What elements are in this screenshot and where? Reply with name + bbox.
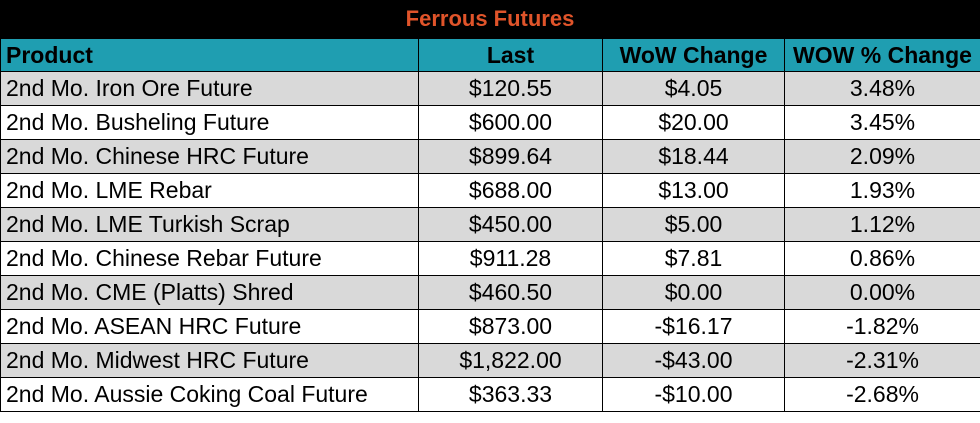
cell-product: 2nd Mo. LME Rebar (0, 173, 419, 208)
header-row: Product Last WoW Change WOW % Change (0, 38, 980, 72)
table-title-bar: Ferrous Futures (0, 0, 980, 38)
cell-wow-change: $18.44 (602, 139, 785, 174)
header-product: Product (0, 38, 419, 72)
cell-wow-pct: 1.12% (784, 207, 980, 242)
cell-product: 2nd Mo. Busheling Future (0, 105, 419, 140)
table-row: 2nd Mo. Busheling Future $600.00 $20.00 … (0, 105, 980, 140)
cell-product: 2nd Mo. Aussie Coking Coal Future (0, 377, 419, 412)
cell-wow-change: $4.05 (602, 71, 785, 106)
cell-wow-pct: -1.82% (784, 309, 980, 344)
cell-wow-change: -$10.00 (602, 377, 785, 412)
table-row: 2nd Mo. Chinese HRC Future $899.64 $18.4… (0, 139, 980, 174)
cell-product: 2nd Mo. ASEAN HRC Future (0, 309, 419, 344)
table-row: 2nd Mo. Aussie Coking Coal Future $363.3… (0, 377, 980, 412)
cell-wow-pct: 3.48% (784, 71, 980, 106)
table-row: 2nd Mo. Iron Ore Future $120.55 $4.05 3.… (0, 71, 980, 106)
cell-wow-change: $13.00 (602, 173, 785, 208)
header-wow-pct-change: WOW % Change (784, 38, 980, 72)
cell-last: $450.00 (418, 207, 603, 242)
cell-wow-change: $0.00 (602, 275, 785, 310)
header-last: Last (418, 38, 603, 72)
cell-product: 2nd Mo. CME (Platts) Shred (0, 275, 419, 310)
table-row: 2nd Mo. CME (Platts) Shred $460.50 $0.00… (0, 275, 980, 310)
cell-wow-change: $5.00 (602, 207, 785, 242)
header-wow-change: WoW Change (602, 38, 785, 72)
cell-product: 2nd Mo. Chinese Rebar Future (0, 241, 419, 276)
cell-wow-pct: 1.93% (784, 173, 980, 208)
cell-wow-change: $7.81 (602, 241, 785, 276)
cell-wow-pct: 2.09% (784, 139, 980, 174)
cell-wow-pct: 0.00% (784, 275, 980, 310)
cell-wow-change: $20.00 (602, 105, 785, 140)
table-row: 2nd Mo. ASEAN HRC Future $873.00 -$16.17… (0, 309, 980, 344)
cell-wow-change: -$43.00 (602, 343, 785, 378)
cell-product: 2nd Mo. Iron Ore Future (0, 71, 419, 106)
cell-wow-change: -$16.17 (602, 309, 785, 344)
cell-last: $911.28 (418, 241, 603, 276)
cell-wow-pct: 3.45% (784, 105, 980, 140)
cell-last: $899.64 (418, 139, 603, 174)
cell-last: $873.00 (418, 309, 603, 344)
cell-last: $688.00 (418, 173, 603, 208)
cell-last: $120.55 (418, 71, 603, 106)
cell-product: 2nd Mo. Midwest HRC Future (0, 343, 419, 378)
cell-last: $1,822.00 (418, 343, 603, 378)
table-row: 2nd Mo. LME Turkish Scrap $450.00 $5.00 … (0, 207, 980, 242)
table-row: 2nd Mo. Midwest HRC Future $1,822.00 -$4… (0, 343, 980, 378)
cell-wow-pct: 0.86% (784, 241, 980, 276)
cell-wow-pct: -2.31% (784, 343, 980, 378)
cell-last: $600.00 (418, 105, 603, 140)
cell-product: 2nd Mo. Chinese HRC Future (0, 139, 419, 174)
cell-last: $460.50 (418, 275, 603, 310)
table-title: Ferrous Futures (405, 6, 575, 31)
cell-product: 2nd Mo. LME Turkish Scrap (0, 207, 419, 242)
cell-wow-pct: -2.68% (784, 377, 980, 412)
ferrous-futures-table: Product Last WoW Change WOW % Change 2nd… (0, 38, 980, 412)
table-row: 2nd Mo. Chinese Rebar Future $911.28 $7.… (0, 241, 980, 276)
table-row: 2nd Mo. LME Rebar $688.00 $13.00 1.93% (0, 173, 980, 208)
cell-last: $363.33 (418, 377, 603, 412)
